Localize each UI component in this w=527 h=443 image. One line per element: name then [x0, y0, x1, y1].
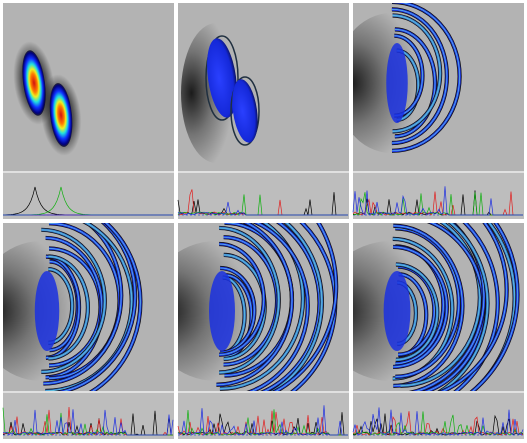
- wave-front-highlight: [391, 9, 448, 144]
- simulation-image: [13, 41, 82, 156]
- trace: [2, 409, 174, 436]
- panel: [352, 223, 524, 439]
- wave-front-highlight: [272, 223, 323, 391]
- wave-front-highlight: [219, 227, 280, 373]
- wave-front-highlight: [393, 225, 463, 387]
- trace: [352, 413, 524, 436]
- wave-front-highlight: [264, 223, 320, 391]
- wave-front-highlight: [395, 264, 438, 361]
- pulse: [232, 79, 258, 143]
- separator: [353, 171, 524, 173]
- trace: [352, 186, 523, 216]
- wave-front-highlight: [391, 3, 460, 152]
- panel: [177, 3, 349, 219]
- simulation-image: [178, 223, 339, 391]
- core: [386, 43, 408, 123]
- wave-front-highlight: [394, 29, 436, 137]
- wave-front-highlight: [45, 237, 103, 378]
- wave-front-highlight: [48, 256, 89, 359]
- wave-front-highlight: [393, 246, 448, 368]
- trace: [177, 201, 348, 216]
- wave-front-highlight: [440, 223, 488, 391]
- wave-front-highlight: [220, 267, 255, 353]
- wave-front-highlight: [43, 223, 122, 384]
- panel: [177, 223, 349, 439]
- wave-front-highlight: [400, 223, 481, 387]
- wave-front-highlight: [392, 15, 441, 132]
- pulse: [22, 50, 46, 116]
- panel: [2, 223, 174, 439]
- plot-background: [178, 173, 349, 219]
- core: [34, 271, 60, 351]
- plot-background: [353, 173, 524, 219]
- wave-front-highlight: [472, 223, 515, 391]
- wave-front-highlight: [219, 223, 304, 390]
- wave-front-highlight: [45, 256, 80, 359]
- wave-front-highlight: [442, 223, 508, 391]
- simulation-image: [3, 223, 143, 391]
- separator: [178, 171, 349, 173]
- pulse: [207, 38, 237, 118]
- core: [209, 271, 235, 351]
- pulse: [49, 83, 73, 147]
- wave-front-highlight: [62, 223, 136, 391]
- trace: [352, 407, 524, 436]
- wave-front-highlight: [472, 223, 518, 391]
- wave-front-highlight: [251, 223, 308, 391]
- panel: [2, 3, 174, 219]
- pulse-outline: [230, 76, 260, 146]
- wave-front-highlight: [41, 229, 106, 373]
- plot-background: [3, 393, 174, 439]
- plot-background: [3, 173, 174, 219]
- separator: [353, 391, 524, 393]
- trace: [177, 405, 348, 437]
- panel: [352, 3, 524, 219]
- simulation-image: [181, 23, 260, 163]
- simulation-image: [353, 223, 520, 391]
- separator: [3, 171, 174, 173]
- wave-front-highlight: [395, 228, 460, 378]
- core: [383, 271, 411, 351]
- plot-background: [353, 393, 524, 439]
- wave-front-highlight: [48, 268, 73, 344]
- simulation-image: [353, 3, 462, 153]
- wave-front-highlight: [219, 243, 265, 356]
- wave-front-highlight: [455, 223, 499, 391]
- wave-front-highlight: [415, 223, 485, 391]
- pulse-outline: [205, 35, 239, 121]
- wave-front-highlight: [396, 50, 419, 121]
- separator: [3, 391, 174, 393]
- wave-front-highlight: [92, 223, 141, 391]
- wave-front-highlight: [216, 223, 293, 386]
- wave-front-highlight: [275, 223, 337, 391]
- wave-front-highlight: [394, 35, 423, 116]
- separator: [178, 391, 349, 393]
